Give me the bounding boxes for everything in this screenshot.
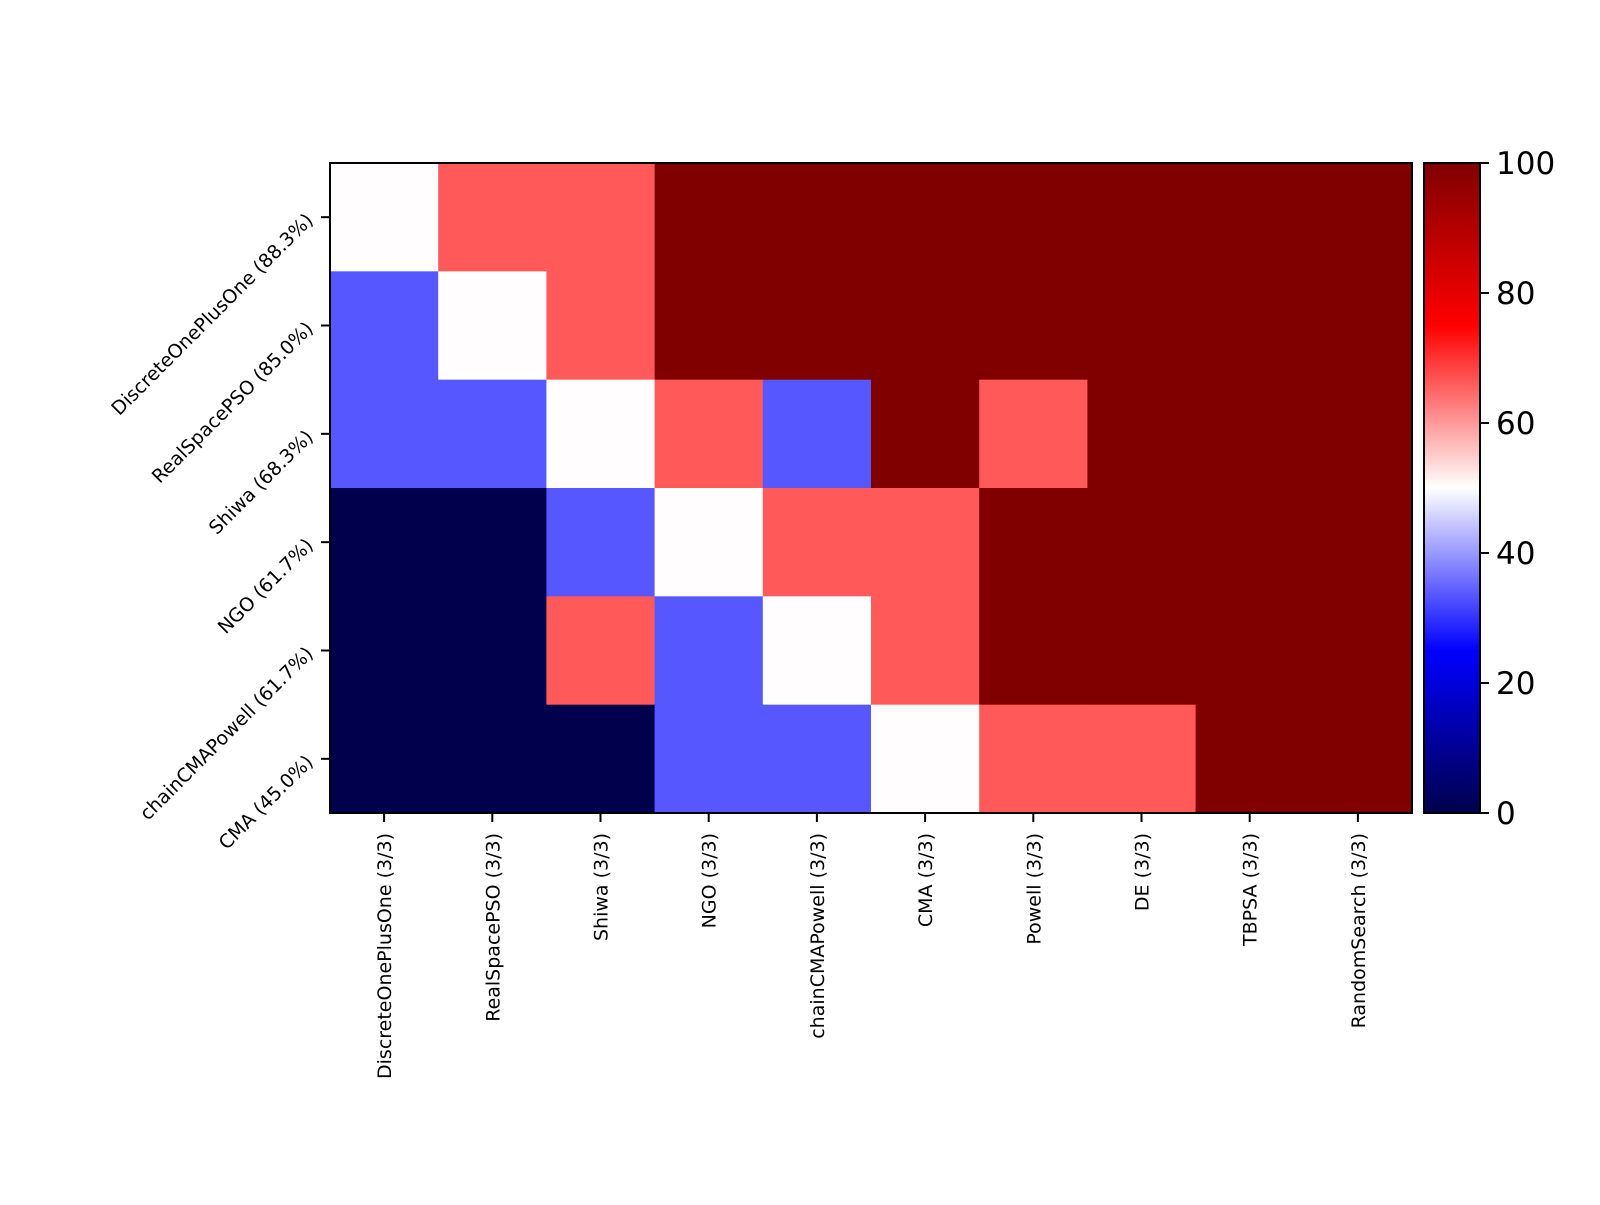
plot-frame	[329, 162, 1413, 814]
heatmap-cell	[762, 379, 872, 489]
heatmap-cell	[438, 379, 547, 489]
heatmap-cell	[1303, 271, 1413, 381]
colorbar-tick-label: 80	[1496, 276, 1535, 312]
heatmap-cell	[871, 271, 980, 381]
heatmap-cell	[1195, 596, 1305, 706]
x-tick-label: RandomSearch (3/3)	[1348, 833, 1370, 1028]
heatmap-cell	[1303, 379, 1413, 489]
heatmap-cell	[1303, 163, 1413, 272]
heatmap-cell	[1195, 488, 1305, 597]
heatmap-cell	[438, 271, 547, 381]
heatmap-cell	[1195, 379, 1305, 489]
x-tick-label: Powell (3/3)	[1023, 833, 1045, 945]
heatmap-cell	[979, 271, 1088, 381]
heatmap-cell	[871, 163, 980, 272]
heatmap-cell	[654, 163, 764, 272]
x-axis: DiscreteOnePlusOne (3/3) RealSpacePSO (3/…	[374, 813, 1370, 1079]
heatmap-cell	[1087, 488, 1197, 597]
heatmap-cell	[979, 488, 1088, 597]
heatmap-cell	[1087, 271, 1197, 381]
colorbar-tick-label: 100	[1496, 146, 1555, 182]
heatmap-cell	[654, 271, 764, 381]
heatmap-cell	[871, 379, 980, 489]
heatmap-cell	[1087, 379, 1197, 489]
heatmap-cell	[1303, 704, 1413, 814]
y-tick-label: Shiwa (68.3%)	[205, 426, 318, 539]
x-tick-label: CMA (3/3)	[915, 833, 937, 927]
heatmap-cell	[330, 163, 439, 272]
heatmap-cell	[330, 704, 439, 814]
heatmap-cell	[438, 163, 547, 272]
heatmap-cell	[1195, 163, 1305, 272]
x-tick-label: chainCMAPowell (3/3)	[807, 833, 829, 1039]
heatmap-cell	[979, 163, 1088, 272]
heatmap-cell	[654, 704, 764, 814]
heatmap-cell	[1303, 596, 1413, 706]
heatmap-cell	[546, 379, 656, 489]
colorbar: 0 20 40 60 80 100	[1423, 146, 1555, 832]
y-tick-label: DiscreteOnePlusOne (88.3%)	[107, 209, 318, 420]
x-tick-label: NGO (3/3)	[699, 833, 721, 928]
colorbar-tick-label: 60	[1496, 406, 1535, 442]
heatmap-cell	[438, 596, 547, 706]
heatmap-cell	[546, 488, 656, 597]
heatmap-cell	[654, 379, 764, 489]
colorbar-gradient	[1423, 162, 1481, 814]
heatmap-cell	[871, 596, 980, 706]
y-axis: DiscreteOnePlusOne (88.3%)RealSpacePSO (…	[107, 209, 330, 854]
heatmap-cell	[762, 704, 872, 814]
y-tick-label: NGO (61.7%)	[214, 534, 318, 638]
heatmap-cell	[762, 596, 872, 706]
heatmap-cell	[1195, 271, 1305, 381]
heatmap-cell	[979, 596, 1088, 706]
y-tick-label: chainCMAPowell (61.7%)	[136, 643, 318, 825]
heatmap-cells	[330, 163, 1413, 814]
heatmap-cell	[546, 271, 656, 381]
heatmap-cell	[330, 271, 439, 381]
heatmap-cell	[1303, 488, 1413, 597]
heatmap-cell	[438, 488, 547, 597]
heatmap-cell	[871, 704, 980, 814]
x-tick-label: DE (3/3)	[1132, 833, 1154, 911]
heatmap-cell	[1195, 704, 1305, 814]
heatmap-cell	[546, 163, 656, 272]
heatmap-cell	[979, 704, 1088, 814]
heatmap-cell	[762, 271, 872, 381]
heatmap-cell	[438, 704, 547, 814]
heatmap-cell	[1087, 704, 1197, 814]
heatmap-cell	[330, 488, 439, 597]
heatmap-cell	[330, 379, 439, 489]
heatmap-cell	[654, 596, 764, 706]
heatmap-cell	[762, 488, 872, 597]
heatmap-cell	[546, 596, 656, 706]
heatmap-cell	[1087, 596, 1197, 706]
heatmap-cell	[654, 488, 764, 597]
heatmap-cell	[330, 596, 439, 706]
x-tick-label: Shiwa (3/3)	[591, 833, 613, 941]
heatmap-cell	[979, 379, 1088, 489]
colorbar-tick-label: 0	[1496, 796, 1516, 832]
x-tick-label: TBPSA (3/3)	[1240, 833, 1262, 947]
heatmap-cell	[1087, 163, 1197, 272]
heatmap-cell	[546, 704, 656, 814]
x-tick-label: DiscreteOnePlusOne (3/3)	[374, 833, 396, 1079]
x-tick-label: RealSpacePSO (3/3)	[482, 833, 504, 1022]
colorbar-tick-label: 40	[1496, 536, 1535, 572]
heatmap-cell	[871, 488, 980, 597]
colorbar-tick-label: 20	[1496, 666, 1535, 702]
heatmap-cell	[762, 163, 872, 272]
y-tick-label: CMA (45.0%)	[215, 751, 318, 854]
